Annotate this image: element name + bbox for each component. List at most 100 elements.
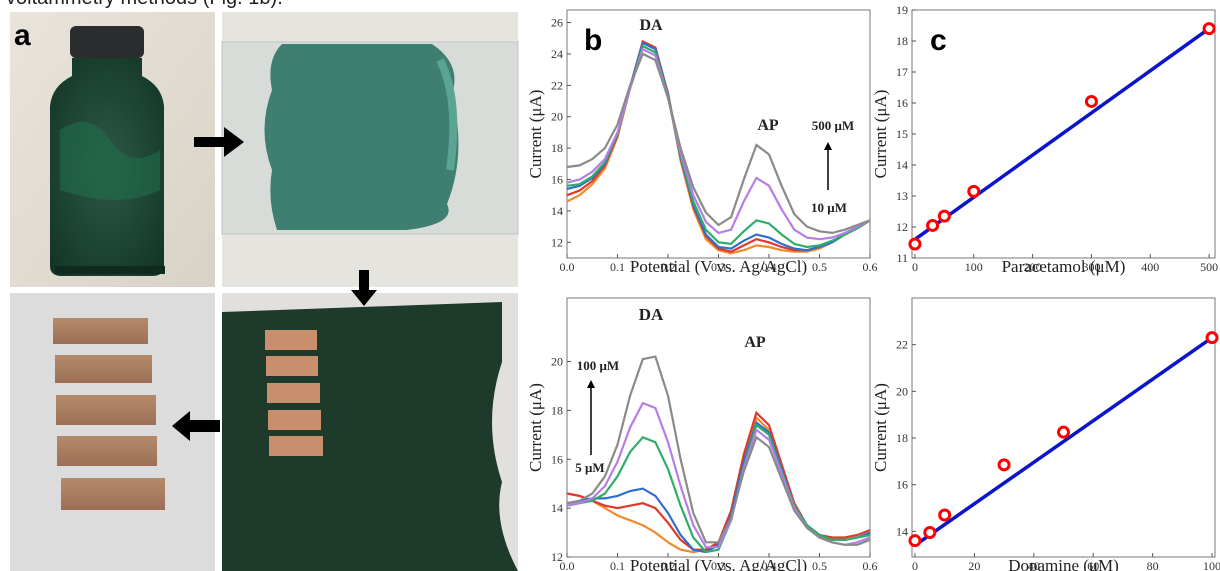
y-tick-label: 12: [896, 220, 908, 234]
x-tick-label: 0.2: [661, 559, 676, 571]
y-tick-label: 26: [551, 16, 563, 30]
voltammogram: [566, 410, 871, 551]
x-tick-label: 200: [1024, 260, 1042, 274]
data-point: [923, 526, 937, 539]
x-tick-label: 0.4: [762, 260, 777, 274]
y-tick-label: 16: [896, 478, 908, 492]
annotation: 5 μM: [575, 460, 604, 475]
y-tick-label: 14: [551, 501, 563, 515]
annotation: 100 μM: [577, 358, 619, 373]
x-tick-label: 0.4: [762, 559, 777, 571]
annotation: 500 μM: [812, 118, 854, 133]
data-point: [1205, 331, 1219, 345]
x-axis-label: Dopamine (μM): [1008, 556, 1119, 571]
x-tick-label: 500: [1200, 260, 1218, 274]
x-tick-label: 0.1: [610, 260, 625, 274]
voltammogram: [566, 420, 871, 554]
data-point: [1202, 22, 1216, 36]
photo-bottle: [10, 12, 215, 287]
y-tick-label: 22: [551, 78, 563, 92]
y-tick-label: 24: [551, 47, 563, 61]
annotation: DA: [639, 17, 663, 34]
data-point: [1084, 94, 1098, 108]
data-point: [967, 184, 981, 198]
x-tick-label: 0.3: [711, 559, 726, 571]
x-tick-label: 20: [968, 559, 980, 571]
x-tick-label: 0: [912, 260, 918, 274]
y-tick-label: 22: [896, 338, 908, 352]
y-axis-label: Current (μA): [526, 90, 545, 179]
x-tick-label: 40: [1028, 559, 1040, 571]
data-point: [1057, 425, 1070, 439]
x-tick-label: 100: [965, 260, 983, 274]
x-tick-label: 400: [1141, 260, 1159, 274]
y-tick-label: 20: [551, 110, 563, 124]
x-tick-label: 80: [1147, 559, 1159, 571]
x-axis-label: Paracetamol (μM): [1002, 257, 1126, 276]
x-tick-label: 0.1: [610, 559, 625, 571]
annotation-arrowhead: [824, 142, 832, 150]
voltammogram: [566, 355, 871, 546]
x-tick-label: 0.6: [863, 559, 878, 571]
y-tick-label: 16: [551, 452, 563, 466]
x-tick-label: 300: [1082, 260, 1100, 274]
annotation: AP: [744, 334, 766, 351]
y-tick-label: 11: [896, 251, 908, 265]
data-point: [908, 534, 922, 548]
y-tick-label: 18: [896, 431, 908, 445]
y-tick-label: 13: [896, 189, 908, 203]
voltammogram: [566, 44, 871, 249]
x-axis-label: Potential (V vs. Ag/AgCl): [630, 257, 807, 276]
y-axis-label: Current (μA): [526, 383, 545, 472]
panel-label: b: [584, 24, 602, 57]
x-tick-label: 0.2: [661, 260, 676, 274]
x-tick-label: 100: [1203, 559, 1220, 571]
charts: 0.0 0.1 0.2 0.3 0.4 0.5 0.6 12 14 16 18 20 22 24 26 Pot…: [526, 3, 1220, 571]
y-tick-label: 16: [896, 96, 908, 110]
fit-line: [913, 336, 1214, 547]
y-tick-label: 20: [551, 355, 563, 369]
y-tick-label: 18: [896, 34, 908, 48]
x-tick-label: 0: [912, 559, 918, 571]
data-point: [997, 458, 1011, 472]
voltammogram: [566, 423, 871, 554]
panel-label: c: [930, 24, 947, 57]
panel-label: a: [14, 19, 31, 52]
plot-frame: [566, 297, 871, 558]
caption-fragment: voltammetry methods (Fig. 1b).: [6, 0, 283, 9]
data-point: [926, 218, 940, 232]
annotation: 10 μM: [811, 200, 847, 215]
annotation: DA: [639, 305, 664, 324]
x-tick-label: 0.6: [863, 260, 878, 274]
y-tick-label: 15: [896, 127, 908, 141]
data-point: [938, 508, 952, 522]
y-tick-label: 19: [896, 3, 908, 17]
x-axis-label: Potential (V vs. Ag/AgCl): [630, 556, 807, 571]
annotation: AP: [757, 117, 779, 134]
y-tick-label: 12: [551, 550, 563, 564]
x-tick-label: 0.0: [560, 559, 575, 571]
y-axis-label: Current (μA): [871, 383, 890, 472]
x-tick-label: 60: [1087, 559, 1099, 571]
voltammogram: [566, 52, 871, 235]
x-tick-label: 0.5: [812, 559, 827, 571]
plot-frame: [911, 297, 1216, 558]
y-axis-label: Current (μA): [871, 90, 890, 179]
fit-line: [913, 27, 1211, 241]
y-tick-label: 16: [551, 173, 563, 187]
y-tick-label: 18: [551, 141, 563, 155]
arrows: [172, 127, 377, 441]
photo-slide-coated: [221, 12, 519, 287]
y-tick-label: 14: [896, 524, 908, 538]
data-point: [908, 237, 922, 251]
x-tick-label: 0.5: [812, 260, 827, 274]
y-tick-label: 20: [896, 384, 908, 398]
voltammogram: [566, 401, 871, 549]
x-tick-label: 0.0: [560, 260, 575, 274]
y-tick-label: 14: [551, 204, 563, 218]
y-tick-label: 18: [551, 403, 563, 417]
y-tick-label: 12: [551, 235, 563, 249]
photo-slide-printed: [222, 293, 518, 571]
x-tick-label: 0.3: [711, 260, 726, 274]
